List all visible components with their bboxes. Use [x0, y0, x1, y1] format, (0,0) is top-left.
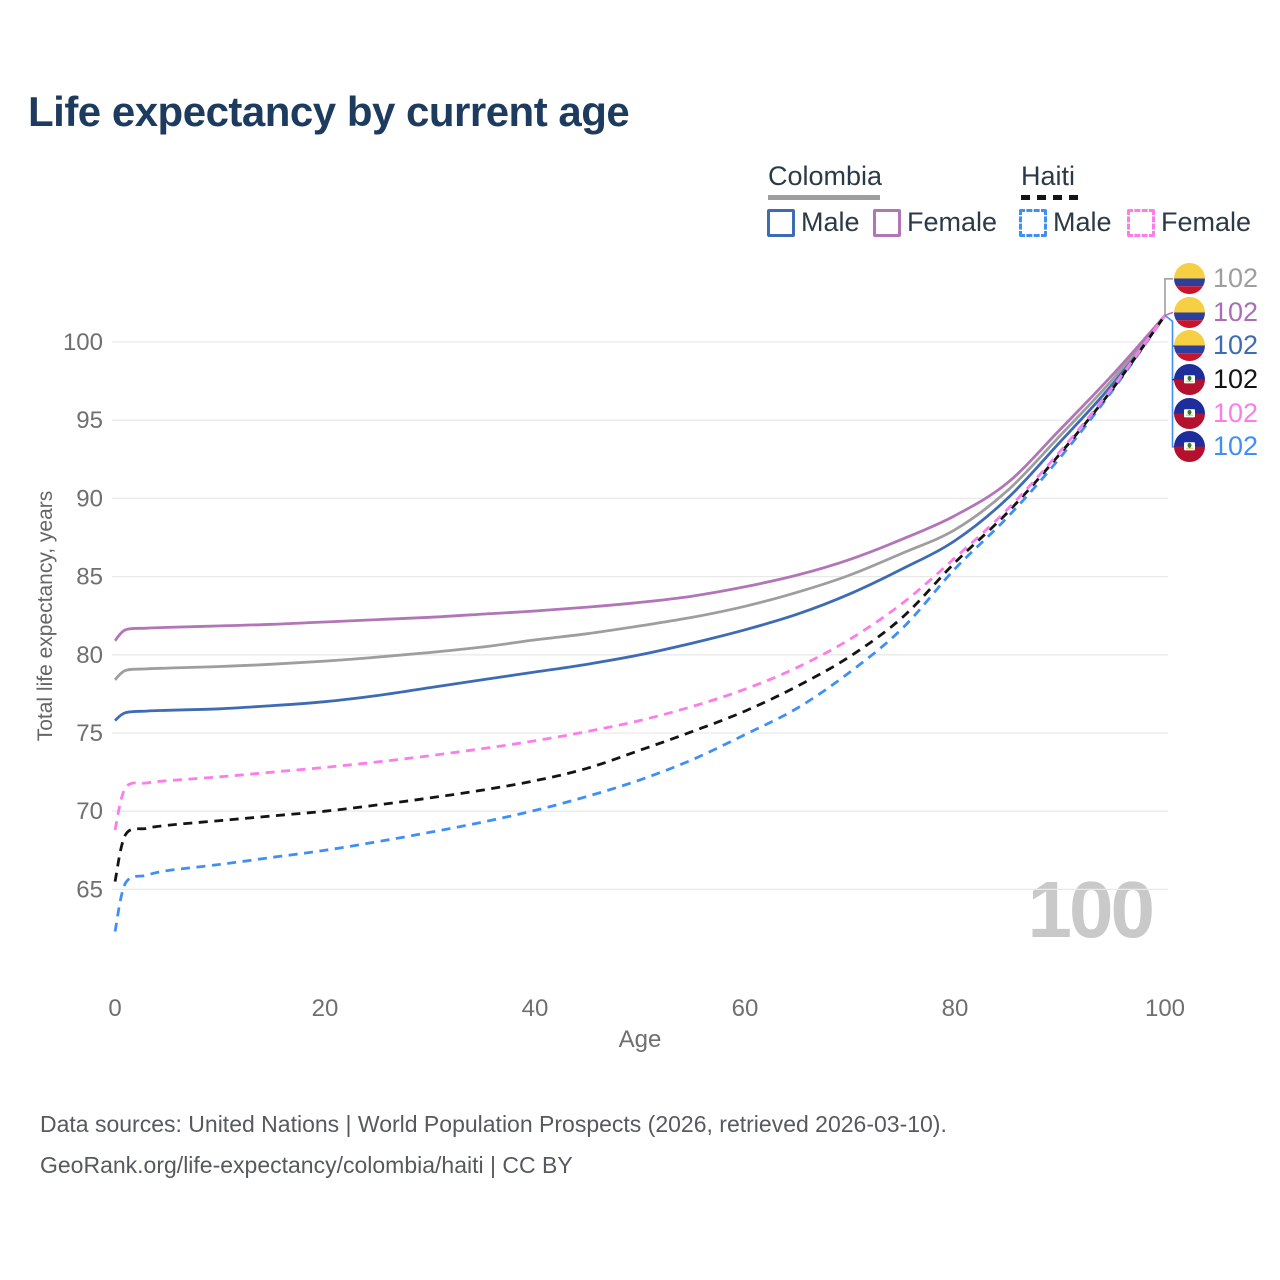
haiti-flag-icon — [1174, 364, 1205, 396]
end-label-row-haiti-male: 102 — [1174, 430, 1258, 464]
series-line-colombia-male[interactable] — [114, 314, 1167, 722]
end-label-row-haiti-total: 102 — [1174, 363, 1258, 397]
x-tick-label: 100 — [1145, 995, 1185, 1022]
legend-haiti-total-line-swatch[interactable] — [1021, 195, 1079, 200]
end-label-value-colombia-total: 102 — [1213, 263, 1259, 294]
legend-label-colombia-female: Female — [907, 207, 998, 237]
axis-ticks: 65 70 75 80 85 90 95 100 0 20 40 60 80 100 — [63, 329, 1185, 1022]
legend-swatch-colombia-male[interactable] — [767, 208, 795, 237]
chart-title: Life expectancy by current age — [28, 88, 630, 135]
series-line-haiti-total[interactable] — [113, 314, 1167, 882]
end-label-row-haiti-female: 102 — [1174, 396, 1258, 430]
y-axis-title: Total life expectancy, years — [34, 490, 57, 742]
legend-item-colombia-male[interactable]: Male — [767, 207, 860, 238]
x-tick-label: 60 — [732, 995, 759, 1022]
gridlines — [112, 341, 1168, 891]
end-label-value-haiti-total: 102 — [1213, 364, 1259, 395]
x-tick-label: 40 — [522, 995, 549, 1022]
end-label-row-colombia-male: 102 — [1174, 329, 1258, 363]
y-tick-label: 80 — [76, 642, 103, 669]
legend-swatch-haiti-female[interactable] — [1127, 208, 1155, 237]
colombia-flag-icon — [1174, 330, 1205, 362]
y-tick-label: 65 — [76, 876, 103, 903]
y-tick-label: 85 — [76, 564, 103, 591]
legend-colombia-total-line-swatch[interactable] — [768, 195, 880, 200]
series-line-haiti-male[interactable] — [113, 314, 1167, 932]
footer: Data sources: United Nations | World Pop… — [40, 1104, 947, 1186]
y-tick-label: 70 — [76, 798, 103, 825]
y-tick-label: 75 — [76, 720, 103, 747]
series-line-colombia-total[interactable] — [114, 314, 1167, 681]
y-tick-label: 100 — [63, 329, 103, 356]
x-tick-label: 80 — [942, 995, 969, 1022]
legend-swatch-haiti-male[interactable] — [1019, 208, 1047, 237]
haiti-flag-icon — [1174, 431, 1205, 463]
y-tick-label: 95 — [76, 407, 103, 434]
haiti-flag-icon — [1174, 397, 1205, 429]
end-label-value-colombia-male: 102 — [1213, 330, 1259, 361]
legend-item-colombia-female[interactable]: Female — [873, 207, 997, 238]
x-tick-label: 20 — [312, 995, 339, 1022]
end-label-value-colombia-female: 102 — [1213, 296, 1259, 327]
legend-item-haiti-male[interactable]: Male — [1019, 207, 1112, 238]
footer-attribution: GeoRank.org/life-expectancy/colombia/hai… — [40, 1152, 573, 1178]
legend-group-haiti[interactable]: Haiti — [1021, 161, 1076, 191]
end-label-row-colombia-total: 102 — [1174, 262, 1258, 296]
colombia-flag-icon — [1174, 296, 1205, 328]
legend-label-haiti-male: Male — [1053, 207, 1112, 237]
colombia-flag-icon — [1174, 263, 1205, 295]
end-label-row-colombia-female: 102 — [1174, 296, 1258, 330]
x-axis-title: Age — [618, 1026, 662, 1053]
legend-label-haiti-female: Female — [1161, 207, 1252, 237]
series-line-colombia-female[interactable] — [113, 314, 1167, 642]
legend-label-colombia-male: Male — [801, 207, 860, 237]
x-tick-label: 0 — [108, 995, 121, 1022]
end-label-value-haiti-female: 102 — [1213, 397, 1259, 428]
legend-item-haiti-female[interactable]: Female — [1127, 207, 1251, 238]
y-tick-label: 90 — [76, 485, 103, 512]
footer-data-sources: Data sources: United Nations | World Pop… — [40, 1111, 947, 1137]
legend-group-colombia[interactable]: Colombia — [768, 161, 883, 191]
current-age-indicator: 100 — [1027, 865, 1155, 954]
series-line-haiti-female[interactable] — [113, 314, 1167, 831]
end-label-value-haiti-male: 102 — [1213, 431, 1259, 462]
legend-swatch-colombia-female[interactable] — [873, 208, 901, 237]
series-end-labels: 102 102 102 102 — [1174, 262, 1258, 464]
